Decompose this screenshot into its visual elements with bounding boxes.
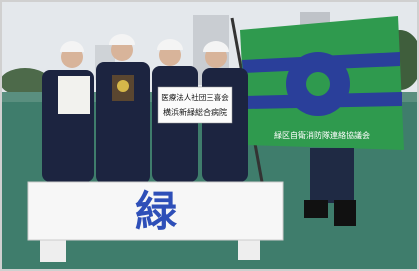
sign-text: 緑 [135, 187, 178, 236]
photo: 緑区自衛消防隊連絡協議会 医療法人社団三喜会 横浜新緑総合病院 緑 [0, 0, 419, 271]
flag-text: 緑区自衛消防隊連絡協議会 [274, 130, 370, 140]
placard-line: 医療法人社団三喜会 [161, 92, 229, 102]
boot [304, 200, 328, 218]
boot [334, 200, 356, 226]
person-legs [310, 148, 354, 203]
flag-emblem-center [306, 72, 330, 96]
placard-line: 横浜新緑総合病院 [163, 107, 227, 117]
page: 緑区自衛消防隊連絡協議会 医療法人社団三喜会 横浜新緑総合病院 緑 (() =>… [0, 0, 419, 271]
